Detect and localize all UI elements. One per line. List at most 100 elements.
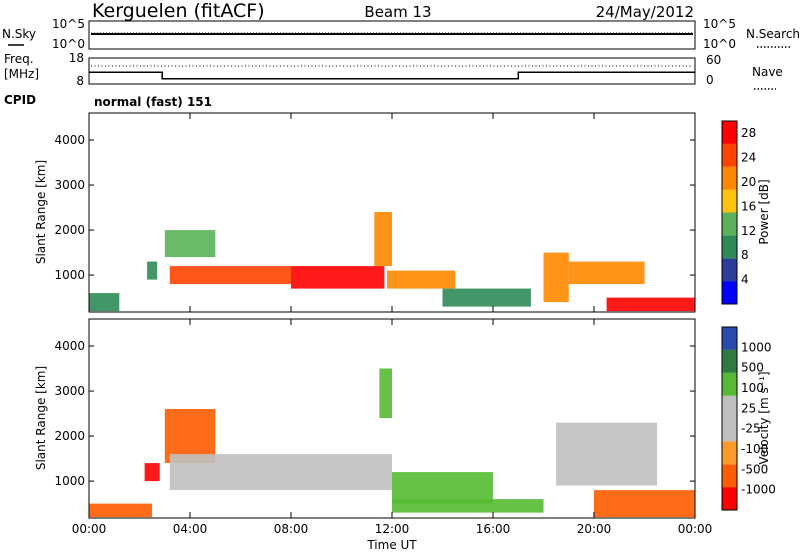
power-echo-region (568, 261, 645, 285)
velocity-ylabel: Slant Range [km] (34, 366, 48, 470)
velocity-colorbar-tick-label: -100 (741, 442, 768, 456)
power-echo-region (89, 293, 120, 312)
power-colorbar-segment (722, 143, 737, 167)
power-colorbar-segment (722, 121, 737, 144)
velocity-y-tick-label: 2000 (54, 429, 85, 443)
velocity-colorbar-tick-label: 100 (741, 381, 764, 395)
power-y-tick-label: 2000 (54, 223, 85, 237)
power-y-tick-label: 4000 (54, 133, 85, 147)
nave-label: Nave (752, 65, 783, 79)
power-colorbar-segment (722, 235, 737, 259)
freq-tick-top: 18 (69, 51, 84, 65)
power-colorbar-segment (722, 166, 737, 190)
power-y-tick-label: 1000 (54, 268, 85, 282)
velocity-y-axis: 1000 2000 3000 4000 (54, 339, 695, 488)
freq-label: Freq. (4, 52, 34, 66)
power-colorbar-tick-label: 4 (741, 273, 749, 287)
power-colorbar-tick-label: 24 (741, 151, 756, 165)
noise-search-label: N.Search (746, 27, 800, 41)
power-colorbar-tick-label: 8 (741, 248, 749, 262)
velocity-colorbar-tick-label: -500 (741, 462, 768, 476)
freq-panel: Freq. [MHz] 18 8 60 0 Nave (4, 51, 783, 90)
power-echo-region (169, 266, 291, 285)
power-colorbar-segment (722, 212, 737, 236)
velocity-echo-region (379, 368, 392, 418)
velocity-x-tick-label: 00:00 (678, 522, 713, 536)
station-title: Kerguelen (fitACF) (92, 0, 265, 22)
velocity-echo-region (392, 499, 544, 513)
velocity-colorbar-segment (722, 349, 737, 373)
noise-sky-label: N.Sky (2, 27, 36, 41)
power-y-tick-label: 3000 (54, 178, 85, 192)
velocity-x-tick-label: 00:00 (72, 522, 107, 536)
freq-panel-frame (88, 57, 696, 85)
freq-line (89, 71, 695, 80)
power-colorbar-segment (722, 281, 737, 304)
velocity-colorbar-segment (722, 487, 737, 510)
power-y-axis: 1000 2000 3000 4000 (54, 133, 695, 282)
noise-right-tick-top: 10^5 (703, 17, 736, 31)
power-colorbar-segment (722, 189, 737, 213)
freq-unit: [MHz] (4, 67, 39, 81)
power-colorbar-frame (721, 120, 738, 305)
cpid-label: CPID (4, 93, 36, 107)
nave-tick-top: 60 (706, 53, 721, 67)
velocity-y-tick-label: 1000 (54, 474, 85, 488)
velocity-x-tick-label: 08:00 (274, 522, 309, 536)
power-colorbar-tick-label: 12 (741, 224, 756, 238)
velocity-y-tick-label: 4000 (54, 339, 85, 353)
velocity-colorbar-segment (722, 441, 737, 465)
velocity-cells (89, 368, 695, 518)
power-ylabel: Slant Range [km] (34, 160, 48, 264)
velocity-colorbar-tick-label: -1000 (741, 483, 776, 497)
freq-tick-bottom: 8 (76, 74, 84, 88)
power-echo-region (387, 270, 456, 289)
date-title: 24/May/2012 (596, 3, 694, 21)
power-colorbar: 4 8 12 16 20 24 28 (721, 120, 756, 305)
velocity-echo-region (556, 422, 658, 486)
velocity-echo-region (89, 503, 153, 518)
nave-tick-bottom: 0 (706, 73, 714, 87)
velocity-x-tick-label: 04:00 (173, 522, 208, 536)
power-colorbar-segment (722, 258, 737, 282)
power-colorbar-label: Power [dB] (757, 179, 771, 244)
noise-right-tick-bottom: 10^0 (703, 37, 736, 51)
beam-title: Beam 13 (364, 3, 431, 21)
velocity-colorbar-segment (722, 372, 737, 396)
velocity-echo-region (164, 409, 216, 463)
velocity-colorbar-tick-label: 25 (741, 401, 756, 415)
power-cells (89, 212, 695, 312)
power-x-ticks (88, 113, 696, 312)
velocity-colorbar-label: Velocity [m s⁻¹] (757, 371, 771, 464)
velocity-y-tick-label: 3000 (54, 384, 85, 398)
velocity-echo-region (169, 454, 392, 491)
velocity-echo-region (392, 472, 493, 504)
velocity-x-tick-label: 20:00 (577, 522, 612, 536)
power-panel: 1000 2000 3000 4000 Slant Range [km] 4 8 12 16… (34, 112, 771, 313)
velocity-colorbar-tick-label: 500 (741, 361, 764, 375)
power-echo-region (374, 212, 392, 266)
velocity-x-axis: 00:00 04:00 08:00 12:00 16:00 20:00 00:00 (72, 319, 713, 536)
velocity-panel: 1000 2000 3000 4000 00:00 04:00 08:00 12:00 16:… (34, 318, 776, 536)
velocity-x-tick-label: 16:00 (476, 522, 511, 536)
power-echo-region (291, 266, 385, 289)
power-echo-region (164, 230, 216, 258)
power-colorbar-tick-label: 20 (741, 175, 756, 189)
velocity-echo-region (144, 463, 160, 482)
velocity-colorbar: 1000 500 100 25 -25 -100 -500 -1000 (721, 326, 776, 511)
cpid-text: normal (fast) 151 (94, 95, 212, 109)
power-echo-region (442, 288, 531, 307)
noise-left-tick-bottom: 10^0 (52, 37, 85, 51)
velocity-x-tick-label: 12:00 (375, 522, 410, 536)
power-colorbar-tick-label: 28 (741, 126, 756, 140)
velocity-colorbar-segment (722, 395, 737, 419)
velocity-colorbar-segment (722, 418, 737, 442)
power-echo-region (606, 297, 695, 312)
velocity-colorbar-segment (722, 464, 737, 488)
noise-panel-frame (88, 20, 696, 50)
velocity-colorbar-tick-label: 1000 (741, 340, 772, 354)
noise-panel: N.Sky 10^5 10^0 10^5 10^0 N.Search (2, 17, 800, 51)
power-echo-region (543, 252, 569, 303)
velocity-colorbar-frame (721, 326, 738, 511)
power-colorbar-tick-label: 16 (741, 199, 756, 213)
